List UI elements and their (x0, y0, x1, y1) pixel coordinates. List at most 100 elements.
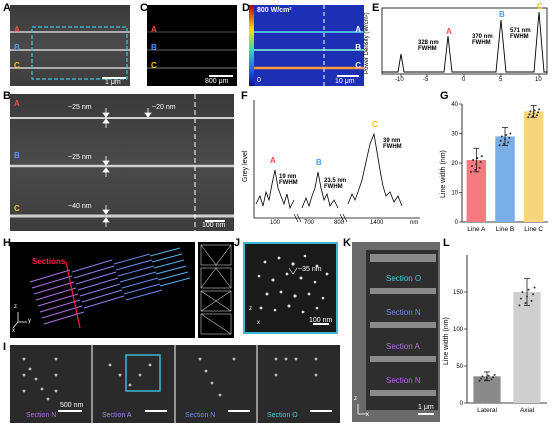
y-tick-label: 30 (451, 132, 458, 138)
panel-h-axis-y: y (28, 318, 31, 324)
panel-k-section-n2: Section N (386, 376, 421, 385)
data-point (527, 288, 530, 291)
x-tick-label: Line B (496, 226, 514, 233)
data-point (508, 136, 511, 139)
data-point (532, 293, 535, 296)
panel-j-axis-z: z (249, 306, 252, 312)
panel-b-scale-bar (205, 220, 225, 222)
data-point (486, 376, 488, 379)
data-point (480, 155, 483, 158)
panel-f-fwhm-b: 23.5 nm FWHM (324, 178, 347, 190)
y-tick-label: 10 (451, 191, 458, 197)
panel-f-xtick-3: 800 (334, 220, 345, 226)
panel-f-xtick-2: 700 (304, 220, 315, 226)
panel-k-section-a: Section A (386, 342, 420, 351)
data-point (475, 162, 478, 165)
panel-k-scale-label: 1 μm (418, 404, 434, 411)
panel-k-fib-image: Section O Section N Section A Section N … (352, 242, 440, 422)
panel-e-fwhm-b: 370 nm FWHM (472, 34, 493, 46)
panel-i-section-4: Section O (267, 412, 298, 419)
panel-f-grey-profile: Grey level A B C 19 nm FWHM 23.5 nm FWHM… (242, 96, 437, 236)
data-point (499, 139, 502, 142)
y-tick-label: 0 (460, 401, 464, 407)
panel-d-scale-min: 0 (257, 77, 261, 84)
panel-e-xtick-2: -5 (423, 77, 429, 83)
panel-b-line-b-label: B (14, 151, 20, 160)
panel-k-axis-z: z (354, 396, 357, 402)
data-point (532, 112, 535, 115)
data-point (507, 141, 510, 144)
data-point (531, 115, 534, 118)
panel-d-scale-max: 800 W/cm² (257, 7, 292, 14)
panel-label-b: B (3, 90, 11, 102)
panel-i-section-1: Section N (26, 412, 57, 419)
panel-label-f: F (241, 90, 248, 102)
panel-label-j: J (234, 237, 241, 249)
data-point (536, 111, 539, 114)
panel-g-chart: Line width (nm) 0 10 20 30 40 Line A Line B Lin… (440, 98, 552, 238)
panel-f-peak-c: C (372, 120, 378, 129)
data-point (481, 375, 484, 378)
panel-label-e: E (372, 2, 380, 14)
x-tick-label: Lateral (477, 407, 497, 414)
panel-c-scale-label: 800 μm (205, 78, 229, 85)
panel-l-svg: 0 50 100 150 Lateral Axial (453, 255, 547, 414)
data-point (474, 168, 477, 171)
panel-b-annot-4: ~40 nm (68, 203, 92, 210)
panel-h-inset-sections (198, 242, 234, 338)
panel-j-axis-x: x (257, 320, 260, 326)
data-point (498, 144, 501, 147)
panel-i-section-3: Section N (185, 412, 216, 419)
panel-b-line-c-label: C (14, 204, 20, 213)
panel-h-3d-render: Sections z y x (10, 242, 195, 338)
data-point (471, 164, 474, 167)
panel-d-line-a-label: A (355, 25, 361, 34)
data-point (493, 373, 496, 376)
panel-j-scale-label: 100 nm (309, 317, 333, 324)
data-point (529, 110, 532, 113)
panel-a-sem-image: A B C 1 μm (10, 5, 130, 86)
bar-line-a (466, 160, 487, 222)
panel-c-line-a-label: A (151, 25, 157, 34)
panel-b-sem-image: A B C ~25 nm ~20 nm ~25 nm ~40 nm 100 nm (10, 94, 234, 231)
panel-k-section-n1: Section N (386, 308, 421, 317)
panel-e-power-profile: Power Density (W/cm²) -10 -5 0 5 10 A B … (364, 2, 550, 88)
data-point (478, 166, 481, 169)
bar-axial (513, 292, 541, 403)
panel-label-a: A (3, 2, 11, 14)
panel-d-line-c-label: C (355, 61, 361, 70)
panel-label-c: C (140, 2, 148, 14)
panel-f-xunit: nm (410, 220, 419, 226)
panel-c-image: A B C 800 μm (147, 5, 237, 86)
panel-d-line-b-label: B (355, 43, 361, 52)
panel-e-peak-c: C (537, 2, 543, 11)
y-tick-label: 150 (453, 290, 464, 296)
panel-e-xtick-1: -10 (395, 77, 404, 83)
panel-h-axis-z: z (14, 304, 17, 310)
x-tick-label: Line A (467, 226, 486, 233)
data-point (528, 113, 531, 116)
data-point (505, 133, 508, 136)
bar-line-c (523, 111, 544, 222)
y-tick-label: 100 (453, 327, 464, 333)
panel-label-d: D (242, 2, 250, 14)
panel-label-h: H (3, 237, 11, 249)
data-point (478, 379, 481, 382)
bar-line-b (495, 136, 515, 222)
y-tick-label: 50 (456, 364, 463, 370)
panel-b-scale-label: 100 nm (202, 222, 226, 229)
panel-b-line-a-label: A (14, 99, 20, 108)
data-point (521, 291, 524, 293)
panel-i-section-2: Section A (102, 412, 132, 419)
data-point (484, 379, 487, 382)
panel-i-section-strip: Section N Section A Section N Section O … (10, 345, 340, 423)
panel-e-peak-b: B (499, 10, 505, 19)
panel-f-peak-a: A (270, 156, 276, 165)
panel-h-axis-x: x (12, 328, 15, 334)
data-point (518, 304, 521, 307)
panel-f-xtick-4: 1400 (370, 220, 384, 226)
data-point (500, 135, 503, 138)
panel-label-l: L (443, 237, 450, 249)
panel-d-scale-label: 10 μm (335, 78, 355, 85)
panel-c-line-c-label: C (151, 61, 157, 70)
